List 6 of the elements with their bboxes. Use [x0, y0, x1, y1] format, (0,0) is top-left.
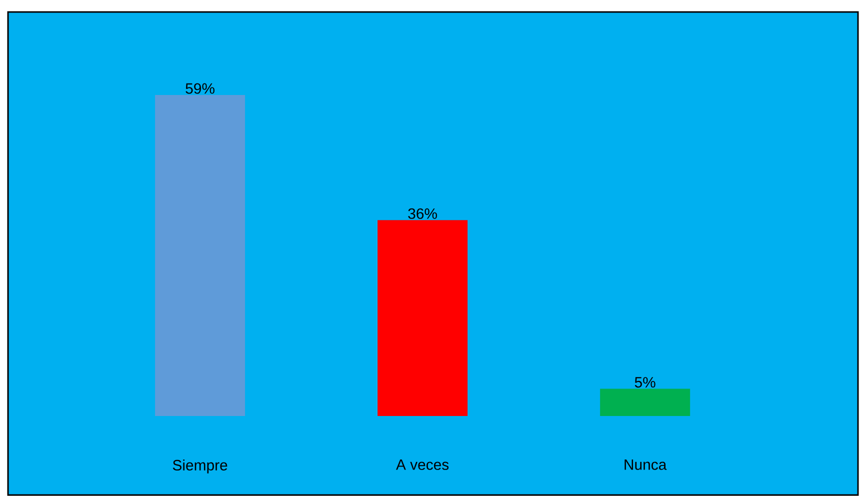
data-label: 5%: [634, 377, 656, 388]
x-tick-label: Siempre: [172, 460, 228, 474]
x-tick-label: A veces: [396, 460, 449, 470]
data-label: 36%: [408, 208, 437, 219]
data-label: 59%: [186, 83, 214, 94]
x-tick-label: Nunca: [624, 460, 667, 470]
